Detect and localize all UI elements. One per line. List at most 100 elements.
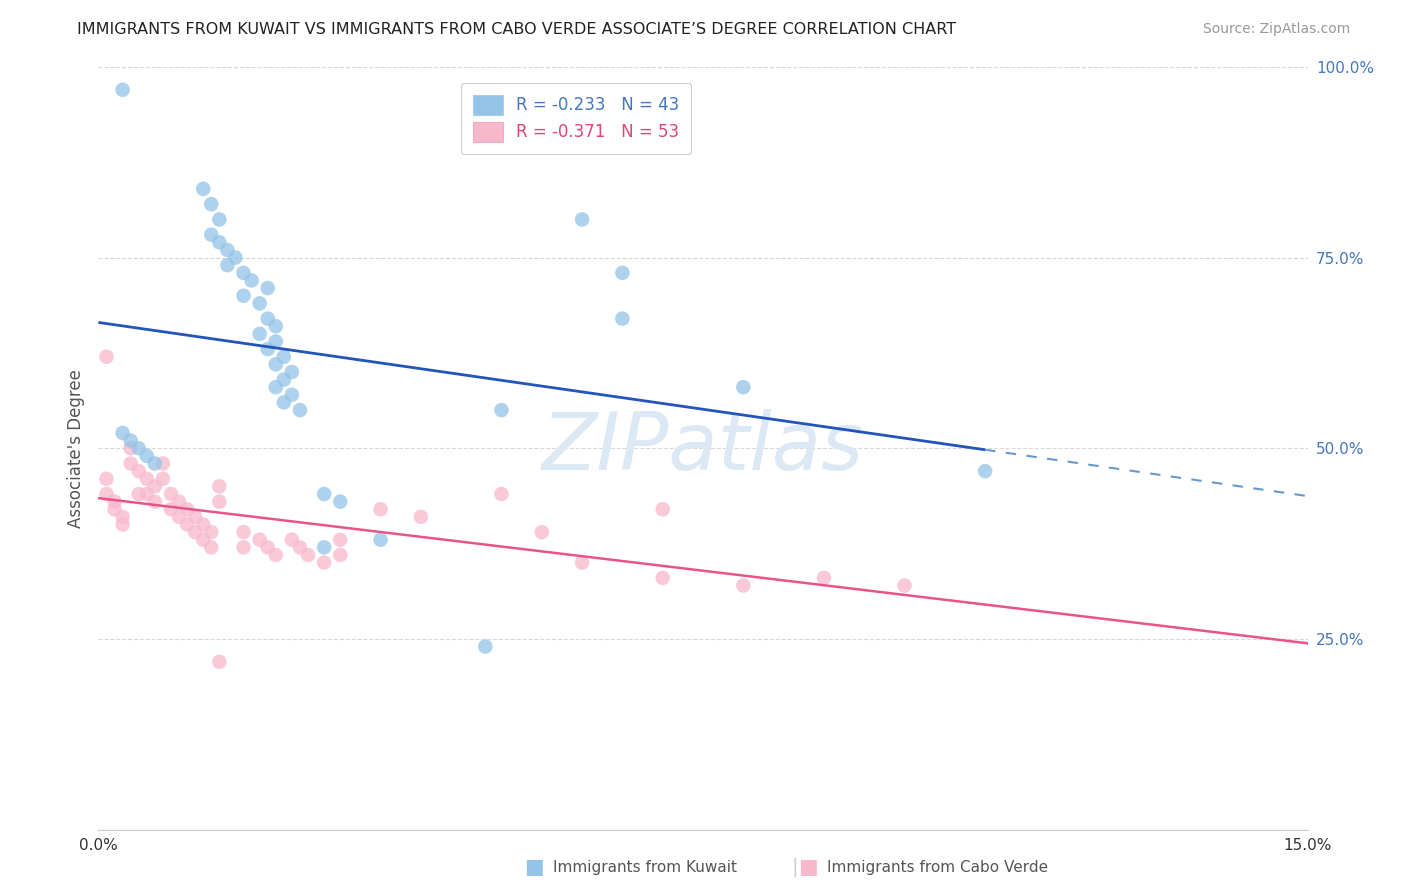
Point xyxy=(264,334,287,349)
Point xyxy=(491,487,513,501)
Legend: R = -0.233   N = 43, R = -0.371   N = 53: R = -0.233 N = 43, R = -0.371 N = 53 xyxy=(461,83,690,153)
Point xyxy=(120,457,142,471)
Point xyxy=(232,525,254,540)
Point xyxy=(111,509,134,524)
Point xyxy=(329,533,352,547)
Point xyxy=(103,502,125,516)
Point xyxy=(240,273,263,287)
Point xyxy=(184,525,207,540)
Point xyxy=(184,509,207,524)
Point xyxy=(160,487,183,501)
Point xyxy=(273,350,295,364)
Point xyxy=(288,403,311,417)
Point xyxy=(893,578,915,592)
Point xyxy=(135,449,157,463)
Point xyxy=(200,197,222,211)
Point xyxy=(256,541,278,555)
Point xyxy=(264,319,287,334)
Point xyxy=(208,479,231,493)
Point xyxy=(193,533,215,547)
Point xyxy=(571,212,593,227)
Point xyxy=(273,373,295,387)
Point xyxy=(974,464,997,478)
Point xyxy=(612,266,634,280)
Point xyxy=(128,487,150,501)
Point xyxy=(193,182,215,196)
Point xyxy=(143,479,166,493)
Point xyxy=(474,640,496,654)
Point xyxy=(370,502,392,516)
Point xyxy=(813,571,835,585)
Point xyxy=(281,365,304,379)
Y-axis label: Associate's Degree: Associate's Degree xyxy=(66,368,84,528)
Point xyxy=(135,487,157,501)
Point xyxy=(651,571,673,585)
Point xyxy=(491,403,513,417)
Point xyxy=(256,311,278,326)
Point xyxy=(297,548,319,562)
Point xyxy=(329,494,352,508)
Point xyxy=(314,487,336,501)
Point xyxy=(733,380,755,394)
Text: Immigrants from Cabo Verde: Immigrants from Cabo Verde xyxy=(827,860,1047,874)
Text: Immigrants from Kuwait: Immigrants from Kuwait xyxy=(553,860,737,874)
Point xyxy=(167,494,190,508)
Point xyxy=(120,434,142,448)
Point xyxy=(200,525,222,540)
Point xyxy=(128,441,150,455)
Point xyxy=(176,502,198,516)
Point xyxy=(208,494,231,508)
Point xyxy=(612,311,634,326)
Point xyxy=(264,380,287,394)
Text: Source: ZipAtlas.com: Source: ZipAtlas.com xyxy=(1202,22,1350,37)
Point xyxy=(143,494,166,508)
Point xyxy=(256,342,278,356)
Point xyxy=(314,541,336,555)
Point xyxy=(249,533,271,547)
Point xyxy=(200,227,222,242)
Point xyxy=(152,472,174,486)
Point xyxy=(111,517,134,532)
Point xyxy=(370,533,392,547)
Point xyxy=(167,509,190,524)
Point xyxy=(530,525,553,540)
Point xyxy=(329,548,352,562)
Point xyxy=(160,502,183,516)
Point xyxy=(135,472,157,486)
Text: IMMIGRANTS FROM KUWAIT VS IMMIGRANTS FROM CABO VERDE ASSOCIATE’S DEGREE CORRELAT: IMMIGRANTS FROM KUWAIT VS IMMIGRANTS FRO… xyxy=(77,22,956,37)
Point xyxy=(120,441,142,455)
Point xyxy=(224,251,246,265)
Point xyxy=(143,457,166,471)
Point xyxy=(273,395,295,409)
Text: |: | xyxy=(792,857,797,877)
Point xyxy=(193,517,215,532)
Point xyxy=(314,556,336,570)
Point xyxy=(152,457,174,471)
Point xyxy=(200,541,222,555)
Point xyxy=(249,296,271,310)
Point xyxy=(256,281,278,295)
Point xyxy=(249,326,271,341)
Point xyxy=(96,472,118,486)
Point xyxy=(217,243,239,257)
Point xyxy=(232,541,254,555)
Point xyxy=(281,533,304,547)
Point xyxy=(111,425,134,440)
Point xyxy=(288,541,311,555)
Point xyxy=(128,464,150,478)
Point xyxy=(232,266,254,280)
Point xyxy=(176,517,198,532)
Text: ■: ■ xyxy=(799,857,818,877)
Point xyxy=(733,578,755,592)
Point xyxy=(208,235,231,250)
Point xyxy=(264,357,287,371)
Text: ZIPatlas: ZIPatlas xyxy=(541,409,865,487)
Point xyxy=(217,258,239,272)
Point xyxy=(571,556,593,570)
Point xyxy=(409,509,432,524)
Point xyxy=(208,212,231,227)
Point xyxy=(232,289,254,303)
Point xyxy=(111,83,134,97)
Point xyxy=(96,487,118,501)
Point xyxy=(208,655,231,669)
